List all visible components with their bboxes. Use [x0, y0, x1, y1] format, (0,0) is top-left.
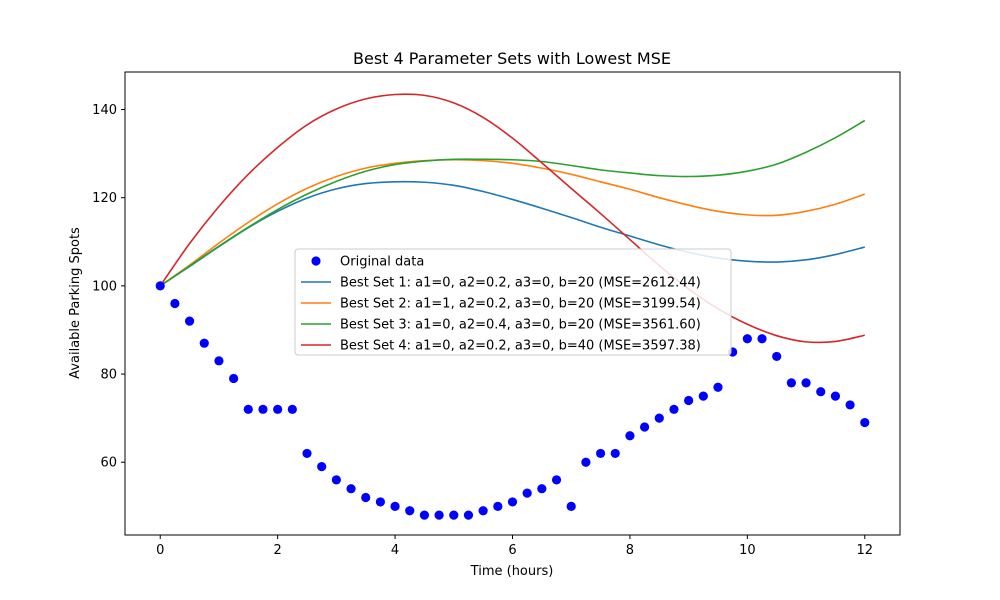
data-point [713, 382, 723, 392]
y-tick-label: 140 [92, 103, 117, 118]
data-point [184, 316, 195, 326]
data-point [361, 492, 371, 503]
data-point [493, 501, 503, 511]
data-point [170, 298, 180, 309]
data-point [287, 404, 297, 414]
x-axis-label: Time (hours) [470, 564, 554, 579]
series-line-2 [159, 158, 866, 287]
data-point [258, 404, 268, 414]
data-point [757, 334, 767, 344]
legend-marker [311, 256, 321, 266]
data-point [375, 497, 385, 507]
data-point [346, 484, 356, 494]
legend: Original data Best Set 1: a1=0, a2=0.2, a… [294, 248, 732, 356]
data-point [243, 404, 253, 414]
data-point [669, 404, 679, 414]
data-point [507, 497, 518, 507]
y-tick-label: 60 [100, 456, 117, 471]
scatter-layer [155, 281, 870, 520]
legend-label: Original data [340, 255, 424, 270]
data-point [537, 484, 547, 494]
x-tick-label: 6 [508, 543, 516, 558]
series-layer [159, 93, 866, 344]
data-point [478, 506, 488, 516]
data-point [551, 475, 562, 485]
data-point [595, 448, 606, 459]
data-point [390, 501, 400, 511]
y-axis-label: Available Parking Spots [68, 227, 83, 379]
data-point [566, 501, 576, 511]
data-point [463, 510, 474, 520]
data-point [610, 448, 620, 459]
data-point [302, 448, 312, 459]
data-point [742, 334, 752, 344]
legend-label: Best Set 2: a1=1, a2=0.2, a3=0, b=20 (MS… [340, 297, 701, 312]
data-point [625, 431, 635, 441]
x-tick-label: 4 [391, 543, 399, 558]
data-point [860, 417, 870, 428]
x-tick-label: 8 [626, 543, 634, 558]
data-point [786, 378, 796, 388]
y-tick-label: 80 [100, 368, 117, 383]
legend-box [294, 248, 732, 356]
data-point [640, 422, 650, 432]
legend-label: Best Set 3: a1=0, a2=0.4, a3=0, b=20 (MS… [340, 318, 701, 333]
series-line-4 [159, 93, 865, 344]
x-tick-label: 2 [274, 543, 282, 558]
data-point [331, 475, 341, 485]
data-point [419, 510, 430, 520]
data-point [199, 338, 209, 348]
ticks-layer: 0 2 4 6 8 10 12 60 80 100 120 140 [92, 103, 873, 558]
data-point [684, 395, 694, 406]
legend-label: Best Set 4: a1=0, a2=0.2, a3=0, b=40 (MS… [340, 339, 701, 354]
x-tick-label: 12 [856, 543, 873, 558]
x-tick-label: 10 [739, 543, 756, 558]
data-point [273, 404, 283, 414]
chart-title: Best 4 Parameter Sets with Lowest MSE [353, 49, 671, 68]
data-point [772, 351, 782, 362]
data-point [845, 400, 855, 410]
series-line-3 [159, 119, 866, 287]
data-point [434, 510, 444, 520]
y-tick-label: 120 [92, 191, 117, 206]
data-point [229, 373, 239, 384]
data-point [654, 413, 664, 423]
x-tick-label: 0 [156, 543, 164, 558]
data-point [522, 488, 532, 498]
data-point [830, 391, 841, 401]
data-point [581, 457, 591, 467]
data-point [698, 391, 708, 401]
data-point [801, 378, 811, 388]
data-point [317, 462, 327, 472]
y-tick-label: 100 [92, 279, 117, 294]
series-line-1 [159, 180, 865, 287]
data-point [155, 281, 165, 291]
data-point [816, 387, 826, 397]
data-point [214, 356, 224, 366]
data-point [405, 506, 415, 516]
data-point [449, 510, 459, 520]
legend-label: Best Set 1: a1=0, a2=0.2, a3=0, b=20 (MS… [340, 276, 701, 291]
